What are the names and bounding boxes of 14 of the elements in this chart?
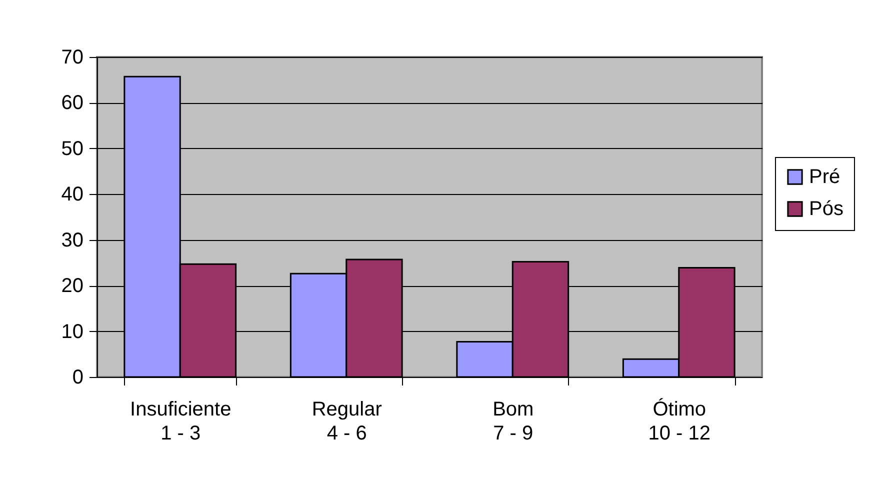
x-tick-label: Ótimo 10 - 12 — [648, 398, 711, 444]
legend-label: Pré — [809, 166, 840, 188]
y-tick-label: 30 — [61, 229, 84, 252]
x-tick-label: Regular 4 - 6 — [312, 398, 382, 444]
y-tick-label: 40 — [61, 184, 84, 206]
y-tick-label: 10 — [61, 320, 84, 343]
y-tick-label: 0 — [72, 366, 84, 388]
legend-label: Pós — [809, 198, 844, 220]
y-tick-label: 70 — [61, 46, 84, 68]
y-tick-label: 50 — [61, 138, 84, 160]
x-tick-label: Bom 7 - 9 — [492, 398, 534, 444]
y-tick-label: 60 — [61, 92, 84, 114]
y-tick-label: 20 — [61, 275, 84, 298]
x-tick-label: Insuficiente 1 - 3 — [130, 398, 232, 444]
